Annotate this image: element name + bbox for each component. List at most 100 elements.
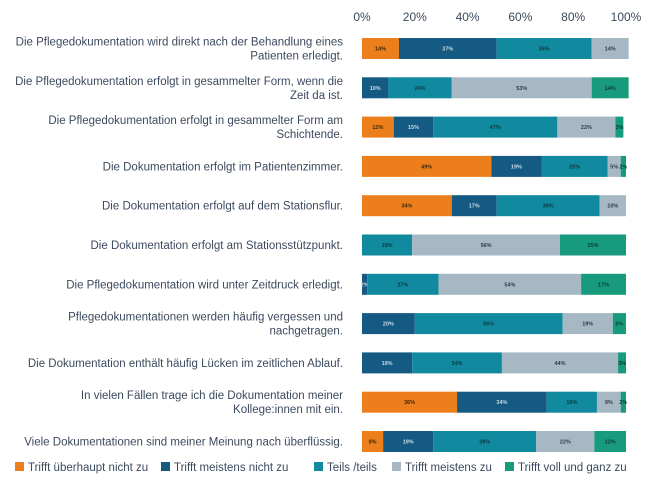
data-label: 49% bbox=[421, 164, 432, 170]
data-label: 2% bbox=[619, 400, 627, 406]
bar-segment bbox=[362, 116, 394, 138]
x-tick-label: 100% bbox=[611, 10, 642, 24]
bar-segment bbox=[362, 352, 413, 374]
bar-segment bbox=[591, 38, 629, 59]
category-label-line: Kollege:innen mit ein. bbox=[233, 404, 343, 416]
x-tick-label: 60% bbox=[508, 10, 532, 24]
legend-swatch bbox=[161, 462, 170, 471]
data-label: 19% bbox=[582, 322, 593, 328]
data-label: 19% bbox=[382, 361, 393, 367]
data-label: 27% bbox=[397, 282, 408, 288]
bar-segment bbox=[536, 431, 595, 452]
bar-segment bbox=[414, 313, 563, 335]
bar-segment bbox=[594, 431, 626, 452]
bar-segment bbox=[541, 155, 608, 177]
data-label: 8% bbox=[369, 440, 377, 446]
category-label-line: Viele Dokumentationen sind meiner Meinun… bbox=[24, 437, 343, 449]
legend-label: Trifft überhaupt nicht zu bbox=[28, 462, 148, 474]
legend-label: Trifft voll und ganz zu bbox=[518, 462, 627, 474]
data-label: 12% bbox=[372, 125, 383, 131]
bar-segment bbox=[496, 38, 592, 59]
bar-segment bbox=[501, 352, 619, 374]
bar-segment bbox=[451, 77, 592, 99]
data-label: 5% bbox=[615, 322, 623, 328]
bar-segment bbox=[383, 431, 434, 452]
bar-segment bbox=[581, 273, 626, 295]
legend-swatch bbox=[15, 462, 24, 471]
category-label: Die Dokumentation enthält häufig Lücken … bbox=[28, 358, 343, 370]
data-label: 56% bbox=[483, 322, 494, 328]
data-label: 15% bbox=[408, 125, 419, 131]
bar-segment bbox=[599, 195, 626, 217]
bar-segment bbox=[412, 352, 502, 374]
x-tick-label: 20% bbox=[403, 10, 427, 24]
data-label: 14% bbox=[605, 47, 616, 53]
data-label: 2% bbox=[619, 164, 627, 170]
x-tick-label: 80% bbox=[561, 10, 585, 24]
category-label-line: Die Dokumentation erfolgt auf dem Statio… bbox=[102, 201, 343, 213]
category-label-line: nachgetragen. bbox=[269, 326, 343, 338]
data-label: 56% bbox=[481, 243, 492, 249]
data-label: 19% bbox=[382, 243, 393, 249]
data-label: 14% bbox=[605, 86, 616, 92]
category-label-line: Schichtende. bbox=[277, 129, 344, 141]
bar-segment bbox=[496, 195, 600, 217]
legend-label: Teils /teils bbox=[327, 462, 377, 474]
bar-segment bbox=[388, 77, 452, 99]
x-tick-label: 0% bbox=[353, 10, 371, 24]
bar-segment bbox=[362, 234, 413, 256]
category-label-line: Die Dokumentation enthält häufig Lücken … bbox=[28, 358, 343, 370]
bar-segment bbox=[546, 391, 597, 413]
data-label: 22% bbox=[581, 125, 592, 131]
category-label-line: Die Dokumentation erfolgt am Stationsstü… bbox=[91, 240, 344, 252]
data-label: 10% bbox=[607, 204, 618, 210]
data-label: 19% bbox=[511, 164, 522, 170]
bar-segment bbox=[433, 431, 537, 452]
data-label: 25% bbox=[587, 243, 598, 249]
data-label: 24% bbox=[415, 86, 426, 92]
bar-segment bbox=[615, 116, 624, 138]
bar-segment bbox=[362, 313, 415, 335]
data-label: 9% bbox=[605, 400, 613, 406]
bar-segment bbox=[362, 155, 492, 177]
category-label: Die Pflegedokumentation wird direkt nach… bbox=[16, 37, 344, 63]
x-tick-label: 40% bbox=[456, 10, 480, 24]
bar-segment bbox=[438, 273, 582, 295]
bar-segment bbox=[491, 155, 542, 177]
bar-segment bbox=[618, 352, 626, 374]
bar-segment bbox=[393, 116, 434, 138]
data-label: 54% bbox=[504, 282, 515, 288]
bar-segment bbox=[412, 234, 560, 256]
category-label-line: Die Pflegedokumentation erfolgt in gesam… bbox=[48, 115, 343, 127]
category-label: Die Pflegedokumentation erfolgt in gesam… bbox=[48, 115, 343, 141]
data-label: 36% bbox=[404, 400, 415, 406]
bar-segment bbox=[620, 391, 626, 413]
data-label: 19% bbox=[566, 400, 577, 406]
data-label: 5% bbox=[610, 164, 618, 170]
data-label: 37% bbox=[442, 47, 453, 53]
data-label: 44% bbox=[554, 361, 565, 367]
data-label: 34% bbox=[401, 204, 412, 210]
category-label-line: Patienten erledigt. bbox=[250, 51, 343, 63]
data-label: 36% bbox=[539, 47, 550, 53]
category-label-line: In vielen Fällen trage ich die Dokumenta… bbox=[81, 390, 343, 402]
category-label: Viele Dokumentationen sind meiner Meinun… bbox=[24, 437, 343, 449]
data-label: 20% bbox=[383, 322, 394, 328]
data-label: 47% bbox=[490, 125, 501, 131]
data-label: 17% bbox=[598, 282, 609, 288]
category-label-line: Die Pflegedokumentation erfolgt in gesam… bbox=[15, 76, 343, 88]
data-label: 3% bbox=[618, 361, 626, 367]
data-label: 14% bbox=[375, 47, 386, 53]
data-label: 34% bbox=[496, 400, 507, 406]
bar-segment bbox=[562, 313, 613, 335]
bar-segment bbox=[433, 116, 558, 138]
bar-segment bbox=[362, 77, 389, 99]
legend: Trifft überhaupt nicht zu Trifft meistens… bbox=[15, 462, 627, 474]
data-label: 39% bbox=[543, 204, 554, 210]
category-label: Die Pflegedokumentation wird unter Zeitd… bbox=[66, 279, 343, 291]
bar-segment bbox=[591, 77, 629, 99]
bar-segment bbox=[596, 391, 621, 413]
bar-segment bbox=[362, 195, 452, 217]
bar-segment bbox=[362, 431, 384, 452]
